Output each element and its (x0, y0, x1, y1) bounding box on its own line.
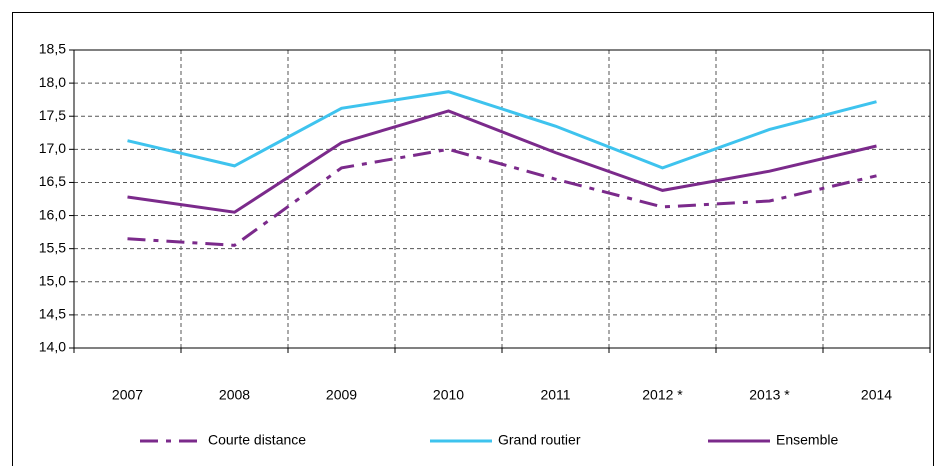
x-tick-label: 2010 (433, 387, 464, 403)
y-tick-label: 16,5 (39, 173, 66, 189)
legend-label: Grand routier (498, 432, 581, 448)
y-tick-label: 16,0 (39, 206, 66, 222)
x-tick-label: 2008 (219, 387, 250, 403)
y-tick-label: 15,5 (39, 239, 66, 255)
x-tick-label: 2009 (326, 387, 357, 403)
series-line (127, 147, 877, 247)
y-tick-label: 17,0 (39, 140, 66, 156)
legend-label: Courte distance (208, 432, 306, 448)
plot-area (73, 49, 931, 349)
y-tick-label: 17,5 (39, 107, 66, 123)
y-tick-label: 18,0 (39, 74, 66, 90)
legend-label: Ensemble (776, 432, 838, 448)
y-tick-label: 14,5 (39, 306, 66, 322)
x-tick-label: 2011 (540, 387, 570, 403)
x-tick-label: 2007 (112, 387, 143, 403)
series-line (127, 90, 877, 170)
x-tick-label: 2014 (861, 387, 892, 403)
chart-frame (12, 12, 934, 466)
x-tick-label: 2012 * (642, 387, 683, 403)
y-tick-label: 18,5 (39, 41, 66, 57)
y-tick-label: 14,0 (39, 339, 66, 355)
series-line (127, 109, 877, 214)
x-tick-label: 2013 * (749, 387, 790, 403)
y-tick-label: 15,0 (39, 272, 66, 288)
